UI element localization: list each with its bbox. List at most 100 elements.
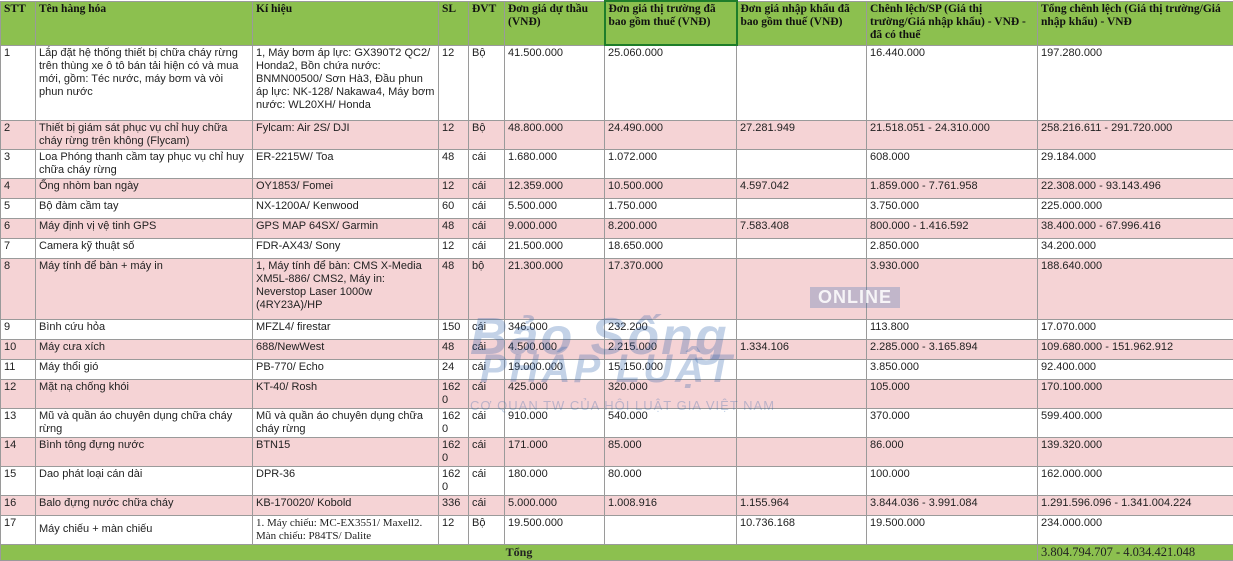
cell-model: 1, Máy tính để bàn: CMS X-Media XM5L-886… [253, 258, 439, 319]
cell-diff-per-unit: 1.859.000 - 7.761.958 [867, 178, 1038, 198]
cell-import-price: 1.334.106 [737, 339, 867, 359]
cell-market-price [605, 515, 737, 544]
cell-total-diff: 234.000.000 [1038, 515, 1233, 544]
cell-diff-per-unit: 3.844.036 - 3.991.084 [867, 495, 1038, 515]
cell-diff-per-unit: 800.000 - 1.416.592 [867, 218, 1038, 238]
cell-market-price: 232.200 [605, 319, 737, 339]
cell-unit: cái [469, 218, 505, 238]
cell-name: Balo đựng nước chữa cháy [36, 495, 253, 515]
cell-unit: cái [469, 359, 505, 379]
cell-name: Mũ và quần áo chuyên dụng chữa cháy rừng [36, 408, 253, 437]
cell-import-price [737, 437, 867, 466]
cell-stt: 3 [1, 149, 36, 178]
cell-market-price: 2.215.000 [605, 339, 737, 359]
cell-qty: 12 [439, 515, 469, 544]
cell-qty: 48 [439, 339, 469, 359]
cell-bid-price: 9.000.000 [505, 218, 605, 238]
header-total-diff: Tổng chênh lệch (Giá thị trường/Giá nhập… [1038, 1, 1233, 45]
cell-import-price [737, 379, 867, 408]
cell-market-price: 24.490.000 [605, 120, 737, 149]
cell-market-price: 10.500.000 [605, 178, 737, 198]
header-stt: STT [1, 1, 36, 45]
cell-bid-price: 4.500.000 [505, 339, 605, 359]
cell-qty: 60 [439, 198, 469, 218]
cell-import-price [737, 258, 867, 319]
cell-market-price: 25.060.000 [605, 45, 737, 120]
cell-total-diff: 258.216.611 - 291.720.000 [1038, 120, 1233, 149]
cell-model: GPS MAP 64SX/ Garmin [253, 218, 439, 238]
cell-market-price: 15.150.000 [605, 359, 737, 379]
cell-stt: 5 [1, 198, 36, 218]
cell-qty: 12 [439, 238, 469, 258]
total-value: 3.804.794.707 - 4.034.421.048 [1038, 544, 1233, 560]
cell-bid-price: 910.000 [505, 408, 605, 437]
cell-import-price [737, 319, 867, 339]
cell-name: Ống nhòm ban ngày [36, 178, 253, 198]
cell-diff-per-unit: 16.440.000 [867, 45, 1038, 120]
cell-import-price [737, 359, 867, 379]
cell-model: 1. Máy chiếu: MC-EX3551/ Maxell2. Màn ch… [253, 515, 439, 544]
cell-total-diff: 1.291.596.096 - 1.341.004.224 [1038, 495, 1233, 515]
cell-unit: cái [469, 238, 505, 258]
cell-market-price: 8.200.000 [605, 218, 737, 238]
cell-market-price: 320.000 [605, 379, 737, 408]
cell-stt: 16 [1, 495, 36, 515]
cell-stt: 1 [1, 45, 36, 120]
cell-total-diff: 17.070.000 [1038, 319, 1233, 339]
cell-name: Máy cưa xích [36, 339, 253, 359]
cell-qty: 12 [439, 178, 469, 198]
cell-name: Bộ đàm cầm tay [36, 198, 253, 218]
header-qty: SL [439, 1, 469, 45]
cell-total-diff: 197.280.000 [1038, 45, 1233, 120]
cell-unit: cái [469, 339, 505, 359]
cell-model: Mũ và quần áo chuyên dụng chữa cháy rừng [253, 408, 439, 437]
cell-bid-price: 21.300.000 [505, 258, 605, 319]
header-model: Kí hiệu [253, 1, 439, 45]
cell-qty: 48 [439, 218, 469, 238]
cell-market-price: 1.072.000 [605, 149, 737, 178]
cell-model: FDR-AX43/ Sony [253, 238, 439, 258]
cell-import-price [737, 45, 867, 120]
cell-bid-price: 48.800.000 [505, 120, 605, 149]
cell-diff-per-unit: 370.000 [867, 408, 1038, 437]
cell-bid-price: 19.500.000 [505, 515, 605, 544]
cell-total-diff: 92.400.000 [1038, 359, 1233, 379]
cell-model: KT-40/ Rosh [253, 379, 439, 408]
cell-unit: cái [469, 379, 505, 408]
header-bid-price: Đơn giá dự thầu (VNĐ) [505, 1, 605, 45]
cell-qty: 48 [439, 149, 469, 178]
cell-bid-price: 5.500.000 [505, 198, 605, 218]
cell-diff-per-unit: 100.000 [867, 466, 1038, 495]
cell-import-price: 27.281.949 [737, 120, 867, 149]
cell-bid-price: 180.000 [505, 466, 605, 495]
cell-name: Dao phát loại cán dài [36, 466, 253, 495]
cell-qty: 1620 [439, 379, 469, 408]
cell-stt: 9 [1, 319, 36, 339]
header-name: Tên hàng hóa [36, 1, 253, 45]
cell-import-price [737, 149, 867, 178]
cell-diff-per-unit: 3.850.000 [867, 359, 1038, 379]
cell-stt: 10 [1, 339, 36, 359]
cell-diff-per-unit: 3.750.000 [867, 198, 1038, 218]
cell-market-price: 1.750.000 [605, 198, 737, 218]
cell-name: Mặt nạ chống khói [36, 379, 253, 408]
cell-model: OY1853/ Fomei [253, 178, 439, 198]
cell-unit: cái [469, 437, 505, 466]
cell-import-price: 7.583.408 [737, 218, 867, 238]
cell-model: 688/NewWest [253, 339, 439, 359]
cell-unit: cái [469, 495, 505, 515]
cell-name: Camera kỹ thuật số [36, 238, 253, 258]
cell-import-price: 10.736.168 [737, 515, 867, 544]
cell-total-diff: 162.000.000 [1038, 466, 1233, 495]
